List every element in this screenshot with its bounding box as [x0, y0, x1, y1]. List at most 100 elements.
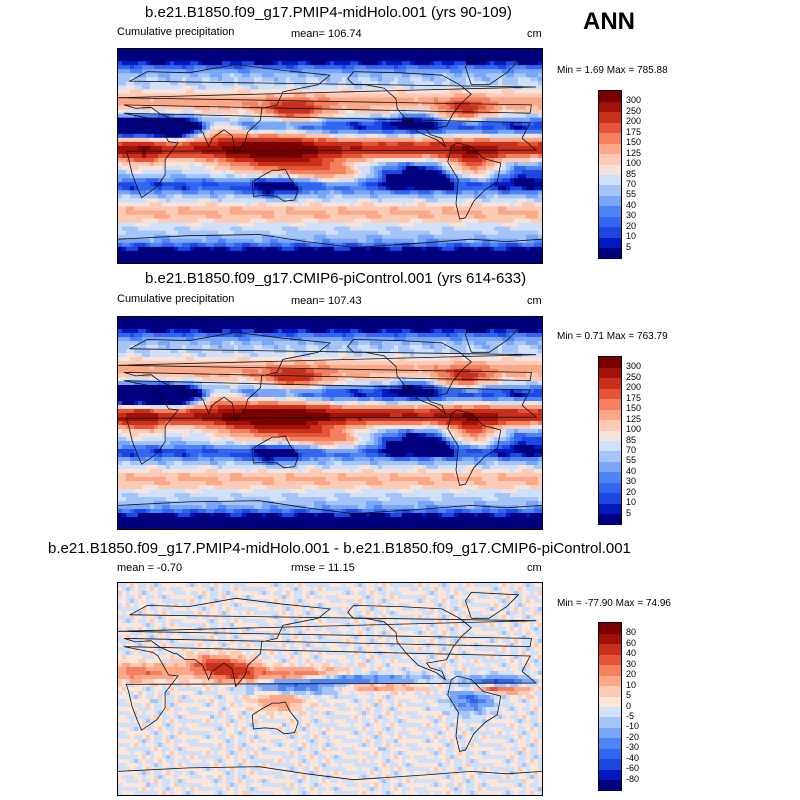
panel-2-colorbar: 5 10 20 30 40 55 70 85 100 125 150 175 200 250 300 [598, 356, 641, 525]
colorbar-tick-label: 175 [626, 392, 642, 403]
panel-1-colorbar: 5 10 20 30 40 55 70 85 100 125 150 175 200 250 300 [598, 90, 641, 259]
colorbar-tick-label: 125 [626, 147, 642, 158]
panel-1-units: cm [527, 28, 542, 40]
coastline [118, 64, 537, 155]
panel-1-map [117, 48, 543, 264]
colorbar-swatch [599, 430, 621, 441]
colorbar-swatch [599, 706, 621, 718]
colorbar-tick-label: 85 [626, 434, 637, 445]
colorbar-tick-label: 0 [626, 700, 632, 711]
colorbar-tick-label: 20 [626, 220, 637, 231]
coastline [464, 325, 520, 353]
coastline [464, 58, 520, 86]
colorbar-tick-label: -80 [626, 773, 640, 784]
colorbar-swatch [599, 377, 621, 389]
colorbar-swatch [599, 492, 621, 504]
coastline [347, 604, 472, 681]
colorbar-swatch [599, 685, 621, 697]
panel-3-units: cm [527, 562, 542, 574]
panel-3-mean: mean = -0.70 [117, 562, 183, 574]
colorbar-swatch [599, 748, 621, 760]
panel-3-colorbar: -80 -60 -40 -30 -20 -10 -5 0 5 10 20 30 40 60 80 [598, 622, 639, 791]
colorbar-tick-label: 5 [626, 241, 632, 252]
panel-2-map [117, 316, 543, 530]
colorbar-tick-label: 5 [626, 690, 632, 701]
colorbar-swatch [599, 482, 621, 494]
panel-3-minmax: Min = -77.90 Max = 74.96 [557, 598, 671, 609]
colorbar-swatch [599, 195, 621, 207]
colorbar-swatch [599, 226, 621, 238]
colorbar-tick-label: 30 [626, 658, 637, 669]
colorbar-swatch [599, 769, 621, 781]
panel-1-title: b.e21.B1850.f09_g17.PMIP4-midHolo.001 (y… [145, 4, 512, 21]
colorbar-tick-label: 250 [626, 105, 642, 116]
colorbar-tick-label: 70 [626, 178, 637, 189]
colorbar-swatch [599, 654, 621, 666]
coastline [118, 331, 537, 422]
colorbar-tick-label: 40 [626, 648, 637, 659]
colorbar-tick-label: 10 [626, 497, 637, 508]
coastline [347, 338, 472, 415]
colorbar-tick-label: 250 [626, 371, 642, 382]
colorbar-tick-label: -40 [626, 752, 640, 763]
panel-2-minmax: Min = 0.71 Max = 763.79 [557, 331, 668, 342]
colorbar-swatch [599, 174, 621, 186]
colorbar-swatch [599, 357, 621, 368]
colorbar-tick-label: 300 [626, 95, 642, 106]
panel-2-units: cm [527, 295, 542, 307]
colorbar-swatch [599, 122, 621, 134]
colorbar-tick-label: -30 [626, 742, 640, 753]
colorbar-tick-label: 10 [626, 679, 637, 690]
colorbar-tick-label: 30 [626, 476, 637, 487]
colorbar-tick-label: 150 [626, 403, 642, 414]
colorbar-tick-label: 20 [626, 669, 637, 680]
panel-1-minmax: Min = 1.69 Max = 785.88 [557, 65, 668, 76]
colorbar-tick-label: 55 [626, 455, 637, 466]
colorbar-swatch [599, 758, 621, 770]
colorbar-swatch [599, 440, 621, 452]
coastline [251, 435, 299, 469]
colorbar-swatch [599, 623, 621, 634]
colorbar-swatch [599, 205, 621, 217]
colorbar-tick-label: 100 [626, 424, 642, 435]
panel-3-map [117, 582, 543, 796]
colorbar-tick-label: 60 [626, 637, 637, 648]
coastline [123, 380, 538, 465]
colorbar-swatch [599, 664, 621, 676]
colorbar-swatch [599, 461, 621, 473]
colorbar-tick-label: -5 [626, 710, 635, 721]
colorbar-tick-label: 200 [626, 382, 642, 393]
colorbar-tick-label: 100 [626, 158, 642, 169]
colorbar-swatch [599, 675, 621, 687]
panel-3-rmse: rmse = 11.15 [291, 562, 355, 574]
colorbar-tick-label: 125 [626, 413, 642, 424]
colorbar-tick-label: 40 [626, 465, 637, 476]
colorbar-tick-label: 200 [626, 116, 642, 127]
colorbar-tick-label: 150 [626, 137, 642, 148]
colorbar-swatch [599, 101, 621, 113]
coastline [251, 701, 299, 735]
panel-1-mean: mean= 106.74 [291, 28, 362, 40]
colorbar-swatch [599, 633, 621, 645]
coastline [464, 591, 520, 619]
coastline [123, 112, 538, 199]
coastline [118, 234, 542, 248]
colorbar-swatch [599, 143, 621, 155]
colorbar-swatch [599, 696, 621, 707]
colorbar-swatch [599, 737, 621, 749]
colorbar-tick-label: 175 [626, 126, 642, 137]
coastline [118, 766, 542, 781]
colorbar-tick-label: 70 [626, 444, 637, 455]
colorbar-swatch [599, 237, 621, 249]
colorbar-swatch [599, 471, 621, 483]
colorbar-swatch [599, 513, 621, 525]
colorbar-tick-label: 20 [626, 486, 637, 497]
panel-1-left-label: Cumulative precipitation [117, 26, 235, 38]
colorbar-tick-label: 85 [626, 168, 637, 179]
colorbar-tick-label: 80 [626, 627, 637, 638]
colorbar-swatch [599, 132, 621, 144]
colorbar-swatch [599, 419, 621, 431]
coastline [251, 168, 299, 202]
coastline [118, 597, 537, 688]
colorbar-swatch [599, 164, 621, 175]
